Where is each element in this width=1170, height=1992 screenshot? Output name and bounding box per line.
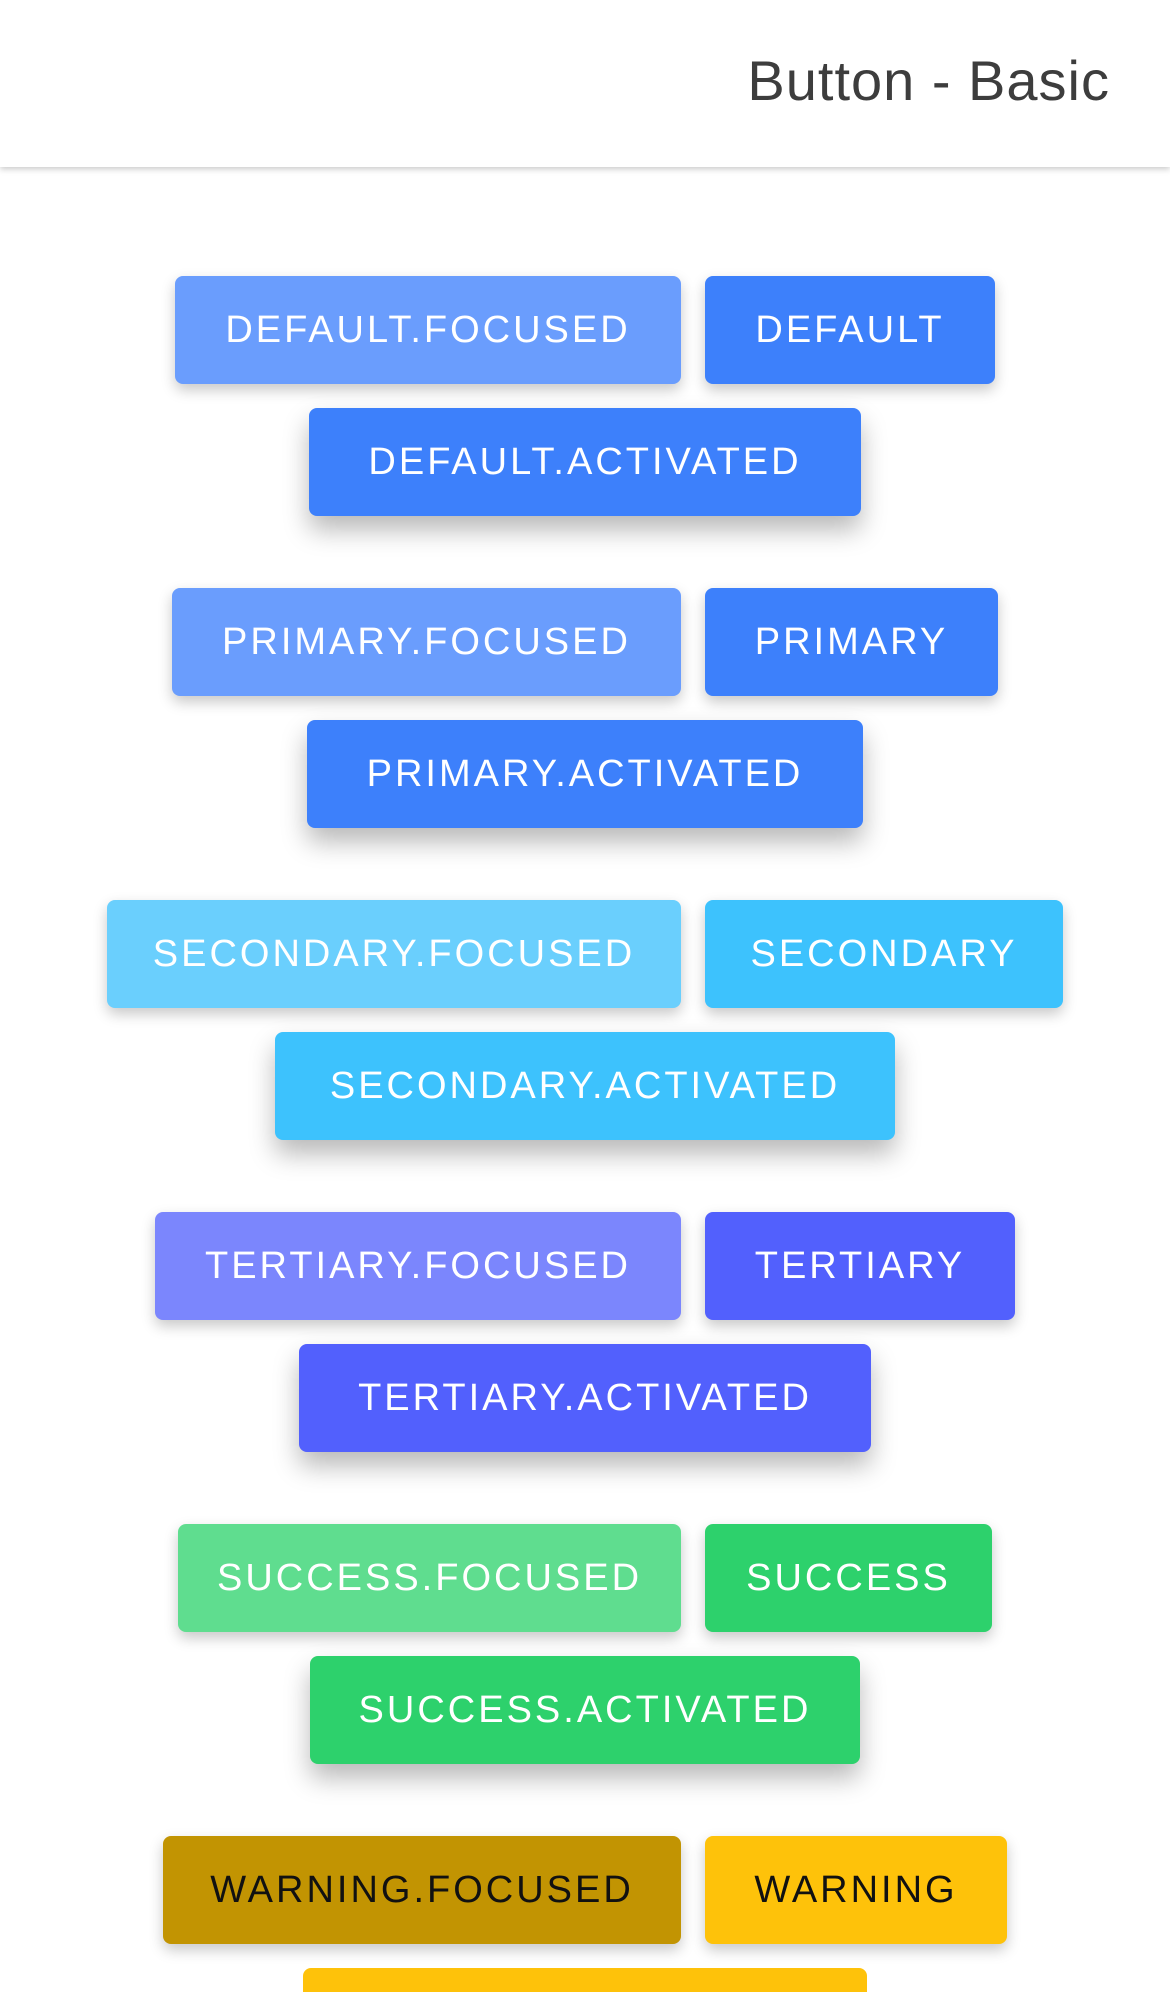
secondary-button[interactable]: SECONDARY <box>705 900 1063 1008</box>
default-focused-button[interactable]: DEFAULT.FOCUSED <box>175 276 681 384</box>
primary-focused-button[interactable]: PRIMARY.FOCUSED <box>172 588 681 696</box>
tertiary-button[interactable]: TERTIARY <box>705 1212 1015 1320</box>
tertiary-focused-button[interactable]: TERTIARY.FOCUSED <box>155 1212 681 1320</box>
warning-button[interactable]: WARNING <box>705 1836 1007 1944</box>
secondary-activated-button[interactable]: SECONDARY.ACTIVATED <box>275 1032 895 1140</box>
secondary-focused-button[interactable]: SECONDARY.FOCUSED <box>107 900 681 1008</box>
warning-activated-button[interactable] <box>303 1968 867 1992</box>
success-focused-button[interactable]: SUCCESS.FOCUSED <box>178 1524 681 1632</box>
app-header: Button - Basic <box>0 0 1170 167</box>
tertiary-activated-button[interactable]: TERTIARY.ACTIVATED <box>299 1344 871 1452</box>
warning-focused-button[interactable]: WARNING.FOCUSED <box>163 1836 681 1944</box>
success-activated-button[interactable]: SUCCESS.ACTIVATED <box>310 1656 860 1764</box>
default-button[interactable]: DEFAULT <box>705 276 995 384</box>
default-activated-button[interactable]: DEFAULT.ACTIVATED <box>309 408 861 516</box>
primary-activated-button[interactable]: PRIMARY.ACTIVATED <box>307 720 863 828</box>
primary-button[interactable]: PRIMARY <box>705 588 998 696</box>
page-title: Button - Basic <box>747 49 1110 112</box>
success-button[interactable]: SUCCESS <box>705 1524 992 1632</box>
